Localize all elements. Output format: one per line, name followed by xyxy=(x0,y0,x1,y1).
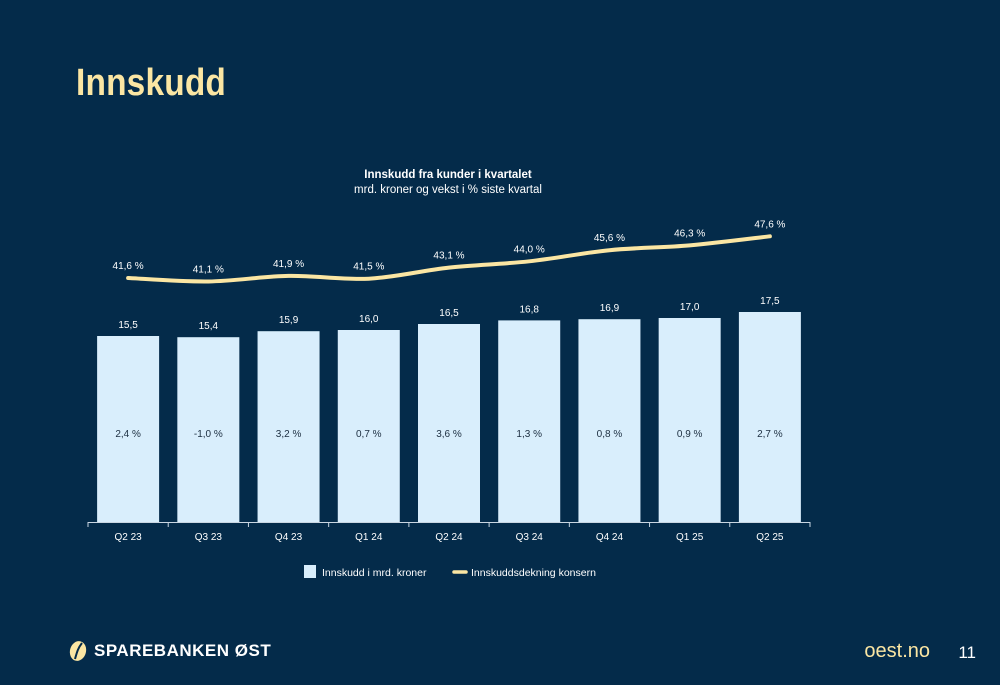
legend: Innskudd i mrd. kroner Innskuddsdekning … xyxy=(304,565,596,579)
x-tick-label: Q2 24 xyxy=(435,532,463,543)
line-value-label: 41,6 % xyxy=(113,261,144,272)
bar-q2-24 xyxy=(418,324,480,522)
growth-label: 1,3 % xyxy=(516,429,542,440)
growth-label: 0,7 % xyxy=(356,429,382,440)
bar-value-label: 16,8 xyxy=(519,304,539,315)
bar-q4-24 xyxy=(578,319,641,522)
bar-q1-24 xyxy=(337,330,400,522)
coverage-line xyxy=(126,234,772,284)
line-value-label: 41,5 % xyxy=(353,262,384,273)
growth-label: 2,7 % xyxy=(757,429,783,440)
x-axis: Q2 23 Q3 23 Q4 23 Q1 24 Q2 24 Q3 24 Q4 24 Q1 25… xyxy=(87,522,811,543)
page-number: 11 xyxy=(958,643,976,662)
bars-layer: 15,5 2,4 % 15,4 -1,0 % 15,9 3,2 % 16,0 0,7 % 16,… xyxy=(97,296,801,522)
growth-label: 0,9 % xyxy=(677,429,703,440)
bar-value-label: 16,0 xyxy=(359,314,379,325)
line-value-label: 41,1 % xyxy=(193,264,224,275)
bar-q2-23 xyxy=(97,336,160,522)
x-tick-label: Q2 23 xyxy=(114,532,142,543)
legend-bar-label: Innskudd i mrd. kroner xyxy=(322,567,427,579)
legend-line-label: Innskuddsdekning konsern xyxy=(471,567,596,579)
bar-q1-25 xyxy=(658,318,721,522)
bar-value-label: 16,9 xyxy=(600,303,620,314)
growth-label: 2,4 % xyxy=(115,429,141,440)
bar-value-label: 15,5 xyxy=(118,320,138,331)
growth-label: 0,8 % xyxy=(597,429,623,440)
bar-q3-24 xyxy=(498,320,561,522)
bar-q2-25 xyxy=(738,312,801,522)
bar-value-label: 15,4 xyxy=(199,321,219,332)
growth-label: -1,0 % xyxy=(194,429,223,440)
brand-name: SPAREBANKEN ØST xyxy=(94,641,272,660)
line-value-label: 44,0 % xyxy=(514,244,545,255)
website-link[interactable]: oest.no xyxy=(864,640,930,662)
x-tick-label: Q2 25 xyxy=(756,532,784,543)
x-tick-label: Q3 24 xyxy=(516,532,544,543)
line-value-label: 46,3 % xyxy=(674,228,705,239)
bar-value-label: 16,5 xyxy=(439,308,459,319)
line-value-label: 41,9 % xyxy=(273,259,304,270)
legend-bar-swatch xyxy=(304,565,316,578)
line-value-label: 45,6 % xyxy=(594,233,625,244)
bar-value-label: 15,9 xyxy=(279,315,299,326)
bar-q3-23 xyxy=(177,337,240,522)
x-tick-label: Q3 23 xyxy=(195,532,223,543)
brand-leaf-icon xyxy=(69,641,87,661)
line-layer: 41,6 % 41,1 % 41,9 % 41,5 % 43,1 % 44,0 % 45,6… xyxy=(113,219,786,284)
bar-value-label: 17,5 xyxy=(760,296,780,307)
bar-value-label: 17,0 xyxy=(680,302,700,313)
x-tick-label: Q1 24 xyxy=(355,532,383,543)
line-value-label: 47,6 % xyxy=(754,219,785,230)
x-tick-label: Q4 23 xyxy=(275,532,303,543)
x-tick-label: Q4 24 xyxy=(596,532,624,543)
chart-title: Innskudd fra kunder i kvartalet xyxy=(364,169,532,181)
growth-label: 3,2 % xyxy=(276,429,302,440)
brand-logo: SPAREBANKEN ØST xyxy=(68,640,271,662)
x-tick-label: Q1 25 xyxy=(676,532,704,543)
bar-q4-23 xyxy=(257,331,320,522)
chart-subtitle: mrd. kroner og vekst i % siste kvartal xyxy=(354,184,542,196)
line-value-label: 43,1 % xyxy=(433,251,464,262)
page-title: Innskudd xyxy=(76,62,227,104)
growth-label: 3,6 % xyxy=(436,429,462,440)
